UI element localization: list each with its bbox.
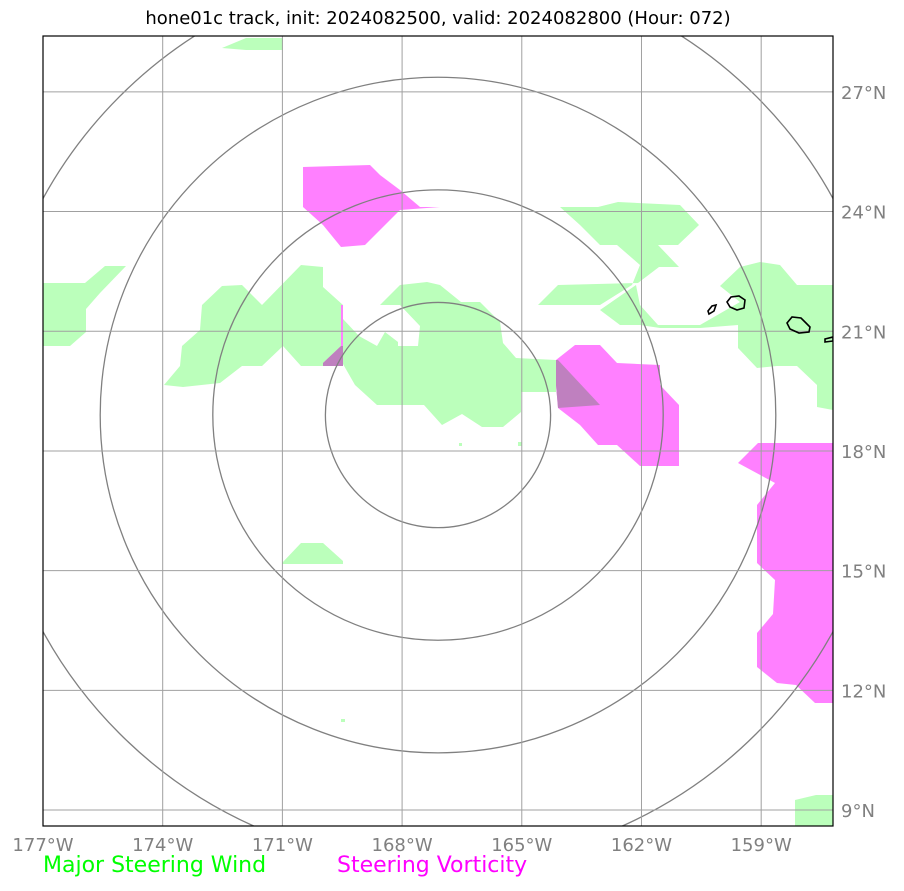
longitude-tick-label: 171°W xyxy=(252,835,313,856)
wind-region xyxy=(43,266,126,346)
island-coastline xyxy=(726,295,746,311)
wind-region xyxy=(600,262,833,410)
range-ring xyxy=(99,76,777,754)
range-rings xyxy=(43,36,833,826)
latitude-tick-label: 27°N xyxy=(841,83,886,104)
longitude-tick-label: 162°W xyxy=(611,835,672,856)
axis-tick-labels: 177°W 174°W 171°W 168°W 165°W 162°W 159°W 27°N 2… xyxy=(12,83,886,856)
island-coastline xyxy=(707,303,718,316)
wind-region xyxy=(518,442,522,446)
vorticity-region xyxy=(303,165,440,247)
longitude-tick-label: 159°W xyxy=(731,835,792,856)
overlap-region xyxy=(323,346,343,366)
map-title: hone01c track, init: 2024082500, valid: … xyxy=(145,8,731,29)
latitude-tick-label: 24°N xyxy=(841,203,886,224)
lat-lon-gridlines xyxy=(43,36,833,826)
island-coastline xyxy=(824,336,833,343)
wind-region xyxy=(341,719,345,722)
latitude-tick-label: 21°N xyxy=(841,322,886,343)
major-steering-wind-regions xyxy=(43,38,833,826)
longitude-tick-label: 174°W xyxy=(132,835,193,856)
vorticity-region xyxy=(738,443,833,703)
vorticity-region xyxy=(556,345,679,466)
latitude-tick-label: 9°N xyxy=(841,801,875,822)
wind-region xyxy=(222,38,283,50)
latitude-tick-label: 18°N xyxy=(841,442,886,463)
longitude-tick-label: 168°W xyxy=(372,835,433,856)
longitude-tick-label: 177°W xyxy=(12,835,73,856)
latitude-tick-label: 15°N xyxy=(841,562,886,583)
wind-region xyxy=(538,202,699,305)
overlap-region xyxy=(556,360,600,408)
coastlines xyxy=(707,295,833,343)
legend-steering-vorticity: Steering Vorticity xyxy=(337,853,528,878)
range-ring xyxy=(324,301,552,529)
wind-region xyxy=(282,543,343,564)
steering-vorticity-regions xyxy=(303,165,833,703)
latitude-tick-label: 12°N xyxy=(841,681,886,702)
range-ring xyxy=(43,36,833,826)
wind-region xyxy=(459,443,462,446)
longitude-tick-label: 165°W xyxy=(491,835,552,856)
wind-vorticity-overlap-regions xyxy=(323,346,600,408)
map-frame xyxy=(42,35,834,827)
legend-major-steering-wind: Major Steering Wind xyxy=(43,853,267,878)
island-coastline xyxy=(786,316,811,334)
range-ring xyxy=(212,189,664,641)
wind-region xyxy=(164,265,556,427)
